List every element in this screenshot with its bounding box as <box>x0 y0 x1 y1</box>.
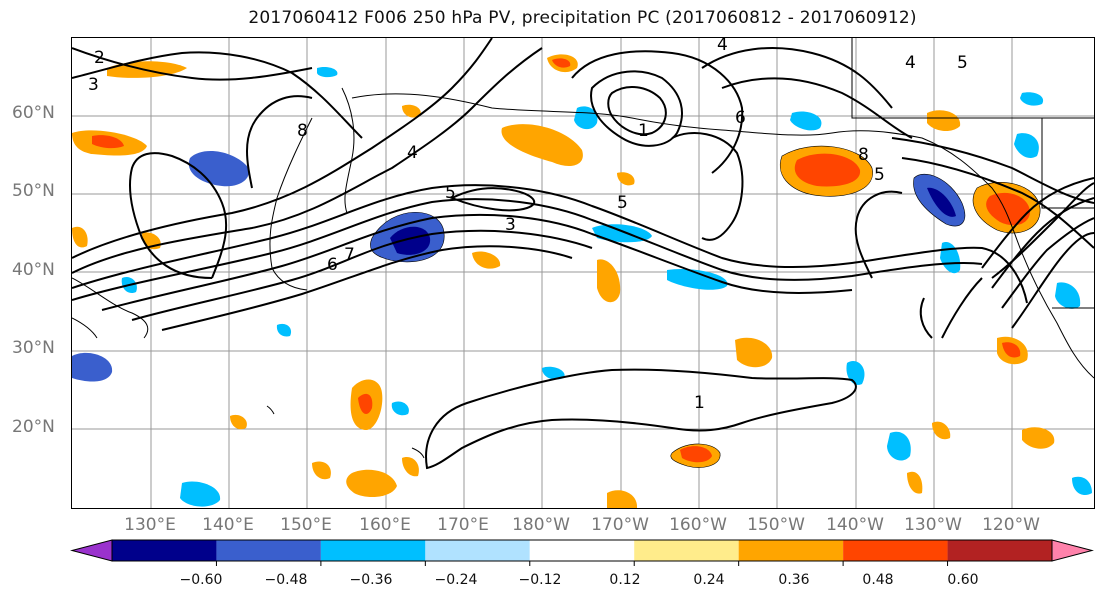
coastlines <box>72 38 1094 459</box>
colorbar-tick-label: −0.48 <box>264 572 308 588</box>
lon-label: 160°E <box>359 515 411 535</box>
lon-label: 120°W <box>982 515 1040 535</box>
colorbar-tick-label: 0.36 <box>778 572 810 588</box>
shading-outlines <box>370 145 1041 468</box>
negative-precip-shading <box>72 66 1092 507</box>
colorbar-outline <box>111 539 1053 562</box>
lon-label: 170°W <box>591 515 649 535</box>
contour-label: 2 <box>94 48 105 68</box>
colorbar-segment <box>320 540 426 561</box>
colorbar-segment <box>112 540 217 561</box>
contour-label: 5 <box>445 183 456 203</box>
lon-label: 170°E <box>437 515 489 535</box>
colorbar-segment <box>843 540 948 561</box>
contour-label: 1 <box>694 393 705 413</box>
pv-contours <box>72 38 1094 470</box>
colorbar-segments <box>70 539 1094 562</box>
lat-label: 40°N <box>12 260 55 280</box>
lon-label: 150°W <box>747 515 805 535</box>
lon-label: 130°E <box>124 515 176 535</box>
colorbar-tick-label: −0.60 <box>179 572 223 588</box>
colorbar-segment <box>634 540 739 561</box>
contour-label: 5 <box>957 53 968 73</box>
contour-label: 5 <box>617 193 628 213</box>
colorbar-extend-max <box>1051 539 1094 562</box>
lon-label: 150°E <box>280 515 332 535</box>
contour-label: 8 <box>858 145 869 165</box>
contour-label: 7 <box>344 245 355 265</box>
colorbar-segment <box>216 540 321 561</box>
contour-label: 6 <box>327 255 338 275</box>
lat-label: 60°N <box>12 103 55 123</box>
colorbar-tick-label: −0.24 <box>434 572 478 588</box>
contour-label: 1 <box>638 121 649 141</box>
contour-label: 8 <box>297 121 308 141</box>
contour-label: 6 <box>735 108 746 128</box>
colorbar-tick-label: 0.48 <box>862 572 894 588</box>
colorbar-tick-label: 0.24 <box>693 572 725 588</box>
lon-label: 140°E <box>202 515 254 535</box>
contour-label: 5 <box>874 165 885 185</box>
lon-label: 130°W <box>904 515 962 535</box>
colorbar-segment <box>738 540 844 561</box>
lon-label: 180°W <box>512 515 570 535</box>
lat-label: 20°N <box>12 417 55 437</box>
lon-label: 140°W <box>826 515 884 535</box>
contour-label-group: 2 3 8 4 6 1 5 7 1 4 6 8 5 5 3 4 5 <box>88 38 968 413</box>
colorbar-extend-min <box>70 539 113 562</box>
colorbar-segment <box>947 540 1052 561</box>
contour-label: 3 <box>88 75 99 95</box>
plot-title: 2017060412 F006 250 hPa PV, precipitatio… <box>248 8 917 28</box>
colorbar-segment <box>425 540 530 561</box>
contour-label: 3 <box>505 215 516 235</box>
colorbar-tick-label: 0.60 <box>947 572 979 588</box>
colorbar-ticks <box>215 561 949 566</box>
contour-label: 4 <box>717 38 728 55</box>
map-canvas: 2 3 8 4 6 1 5 7 1 4 6 8 5 5 3 4 5 <box>72 38 1094 508</box>
colorbar-segment <box>529 540 635 561</box>
lat-label: 30°N <box>12 338 55 358</box>
lat-label: 50°N <box>12 181 55 201</box>
contour-label: 4 <box>407 143 418 163</box>
colorbar <box>70 539 1094 566</box>
lon-label: 160°W <box>669 515 727 535</box>
colorbar-tick-label: 0.12 <box>609 572 641 588</box>
map-panel: 2 3 8 4 6 1 5 7 1 4 6 8 5 5 3 4 5 <box>71 37 1095 509</box>
contour-label: 4 <box>905 53 916 73</box>
colorbar-tick-label: −0.36 <box>349 572 393 588</box>
colorbar-tick-label: −0.12 <box>518 572 562 588</box>
